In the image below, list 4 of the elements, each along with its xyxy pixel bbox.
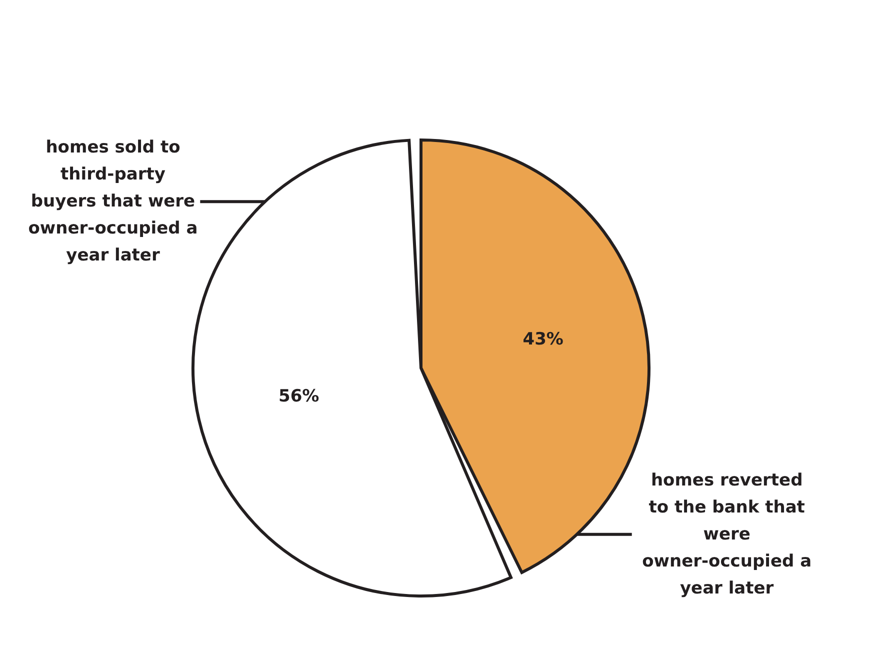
- data-label: 56%: [278, 386, 320, 406]
- data-label: 43%: [522, 330, 564, 350]
- slice-label: homes reverted to the bank that were owner-occupied a year later: [642, 470, 812, 598]
- slice-label: homes sold to third-party buyers that were owner-occupied a year later: [28, 138, 198, 266]
